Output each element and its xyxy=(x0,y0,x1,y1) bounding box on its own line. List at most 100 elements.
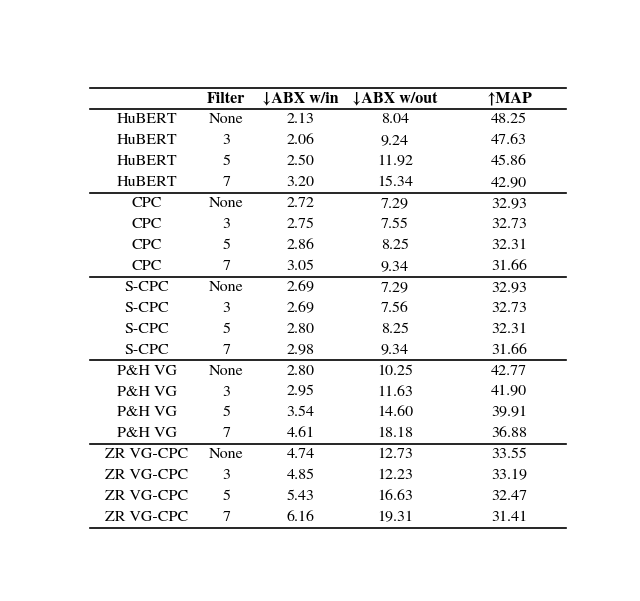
Text: 48.25: 48.25 xyxy=(491,113,527,126)
Text: P&H VG: P&H VG xyxy=(117,427,177,441)
Text: 2.69: 2.69 xyxy=(287,302,315,315)
Text: 3.20: 3.20 xyxy=(287,176,315,189)
Text: 33.55: 33.55 xyxy=(491,448,527,462)
Text: 39.91: 39.91 xyxy=(491,406,527,419)
Text: 8.25: 8.25 xyxy=(381,239,409,252)
Text: HuBERT: HuBERT xyxy=(116,176,177,189)
Text: 2.95: 2.95 xyxy=(287,385,315,398)
Text: 10.25: 10.25 xyxy=(377,364,413,377)
Text: P&H VG: P&H VG xyxy=(117,385,177,398)
Text: ↑MAP: ↑MAP xyxy=(486,92,532,106)
Text: 7: 7 xyxy=(222,427,230,441)
Text: 9.34: 9.34 xyxy=(381,260,409,273)
Text: 42.90: 42.90 xyxy=(491,176,527,189)
Text: S-CPC: S-CPC xyxy=(125,322,170,336)
Text: 5: 5 xyxy=(222,155,230,168)
Text: 32.31: 32.31 xyxy=(491,322,527,336)
Text: S-CPC: S-CPC xyxy=(125,281,170,294)
Text: None: None xyxy=(209,364,244,377)
Text: 47.63: 47.63 xyxy=(491,134,527,147)
Text: 5: 5 xyxy=(222,490,230,503)
Text: 2.86: 2.86 xyxy=(287,239,315,252)
Text: 2.06: 2.06 xyxy=(287,134,315,147)
Text: 2.72: 2.72 xyxy=(287,197,315,210)
Text: 14.60: 14.60 xyxy=(377,406,413,419)
Text: HuBERT: HuBERT xyxy=(116,134,177,147)
Text: HuBERT: HuBERT xyxy=(116,113,177,126)
Text: 3: 3 xyxy=(222,218,230,231)
Text: P&H VG: P&H VG xyxy=(117,364,177,377)
Text: 31.41: 31.41 xyxy=(491,511,527,524)
Text: 32.73: 32.73 xyxy=(491,218,527,231)
Text: 3.54: 3.54 xyxy=(287,406,315,419)
Text: 2.98: 2.98 xyxy=(287,343,315,356)
Text: ZR VG-CPC: ZR VG-CPC xyxy=(106,490,189,503)
Text: 32.31: 32.31 xyxy=(491,239,527,252)
Text: 3: 3 xyxy=(222,134,230,147)
Text: 5: 5 xyxy=(222,406,230,419)
Text: 4.85: 4.85 xyxy=(287,469,315,482)
Text: 7.29: 7.29 xyxy=(381,281,409,294)
Text: 12.73: 12.73 xyxy=(377,448,413,462)
Text: 2.50: 2.50 xyxy=(287,155,315,168)
Text: None: None xyxy=(209,448,244,462)
Text: 9.24: 9.24 xyxy=(381,134,409,147)
Text: 4.61: 4.61 xyxy=(287,427,315,441)
Text: CPC: CPC xyxy=(132,197,162,210)
Text: 7: 7 xyxy=(222,260,230,273)
Text: 42.77: 42.77 xyxy=(491,364,527,377)
Text: 7: 7 xyxy=(222,511,230,524)
Text: 32.47: 32.47 xyxy=(491,490,527,503)
Text: 8.04: 8.04 xyxy=(381,113,409,126)
Text: 4.74: 4.74 xyxy=(287,448,315,462)
Text: 31.66: 31.66 xyxy=(491,343,527,356)
Text: 3: 3 xyxy=(222,469,230,482)
Text: ZR VG-CPC: ZR VG-CPC xyxy=(106,469,189,482)
Text: 12.23: 12.23 xyxy=(377,469,413,482)
Text: S-CPC: S-CPC xyxy=(125,302,170,315)
Text: 15.34: 15.34 xyxy=(377,176,413,189)
Text: None: None xyxy=(209,197,244,210)
Text: 32.93: 32.93 xyxy=(491,197,527,210)
Text: ZR VG-CPC: ZR VG-CPC xyxy=(106,511,189,524)
Text: ↓ABX w/in: ↓ABX w/in xyxy=(262,92,339,106)
Text: CPC: CPC xyxy=(132,260,162,273)
Text: None: None xyxy=(209,281,244,294)
Text: 16.63: 16.63 xyxy=(377,490,413,503)
Text: 5.43: 5.43 xyxy=(287,490,315,503)
Text: 7.29: 7.29 xyxy=(381,197,409,210)
Text: 7: 7 xyxy=(222,176,230,189)
Text: 2.80: 2.80 xyxy=(287,322,315,336)
Text: 3: 3 xyxy=(222,385,230,398)
Text: 11.92: 11.92 xyxy=(377,155,413,168)
Text: 3: 3 xyxy=(222,302,230,315)
Text: S-CPC: S-CPC xyxy=(125,343,170,356)
Text: 32.73: 32.73 xyxy=(491,302,527,315)
Text: 31.66: 31.66 xyxy=(491,260,527,273)
Text: 2.13: 2.13 xyxy=(287,113,315,126)
Text: P&H VG: P&H VG xyxy=(117,406,177,419)
Text: 18.18: 18.18 xyxy=(377,427,413,441)
Text: 7.55: 7.55 xyxy=(381,218,409,231)
Text: 7: 7 xyxy=(222,343,230,356)
Text: 2.69: 2.69 xyxy=(287,281,315,294)
Text: 3.05: 3.05 xyxy=(287,260,315,273)
Text: 2.75: 2.75 xyxy=(287,218,315,231)
Text: 36.88: 36.88 xyxy=(491,427,527,441)
Text: 45.86: 45.86 xyxy=(491,155,527,168)
Text: 5: 5 xyxy=(222,322,230,336)
Text: 6.16: 6.16 xyxy=(287,511,315,524)
Text: CPC: CPC xyxy=(132,218,162,231)
Text: None: None xyxy=(209,113,244,126)
Text: 5: 5 xyxy=(222,239,230,252)
Text: 41.90: 41.90 xyxy=(491,385,527,398)
Text: Filter: Filter xyxy=(207,92,246,106)
Text: CPC: CPC xyxy=(132,239,162,252)
Text: 9.34: 9.34 xyxy=(381,343,409,356)
Text: 7.56: 7.56 xyxy=(381,302,409,315)
Text: ↓ABX w/out: ↓ABX w/out xyxy=(352,92,438,106)
Text: 33.19: 33.19 xyxy=(491,469,527,482)
Text: ZR VG-CPC: ZR VG-CPC xyxy=(106,448,189,462)
Text: 32.93: 32.93 xyxy=(491,281,527,294)
Text: 2.80: 2.80 xyxy=(287,364,315,377)
